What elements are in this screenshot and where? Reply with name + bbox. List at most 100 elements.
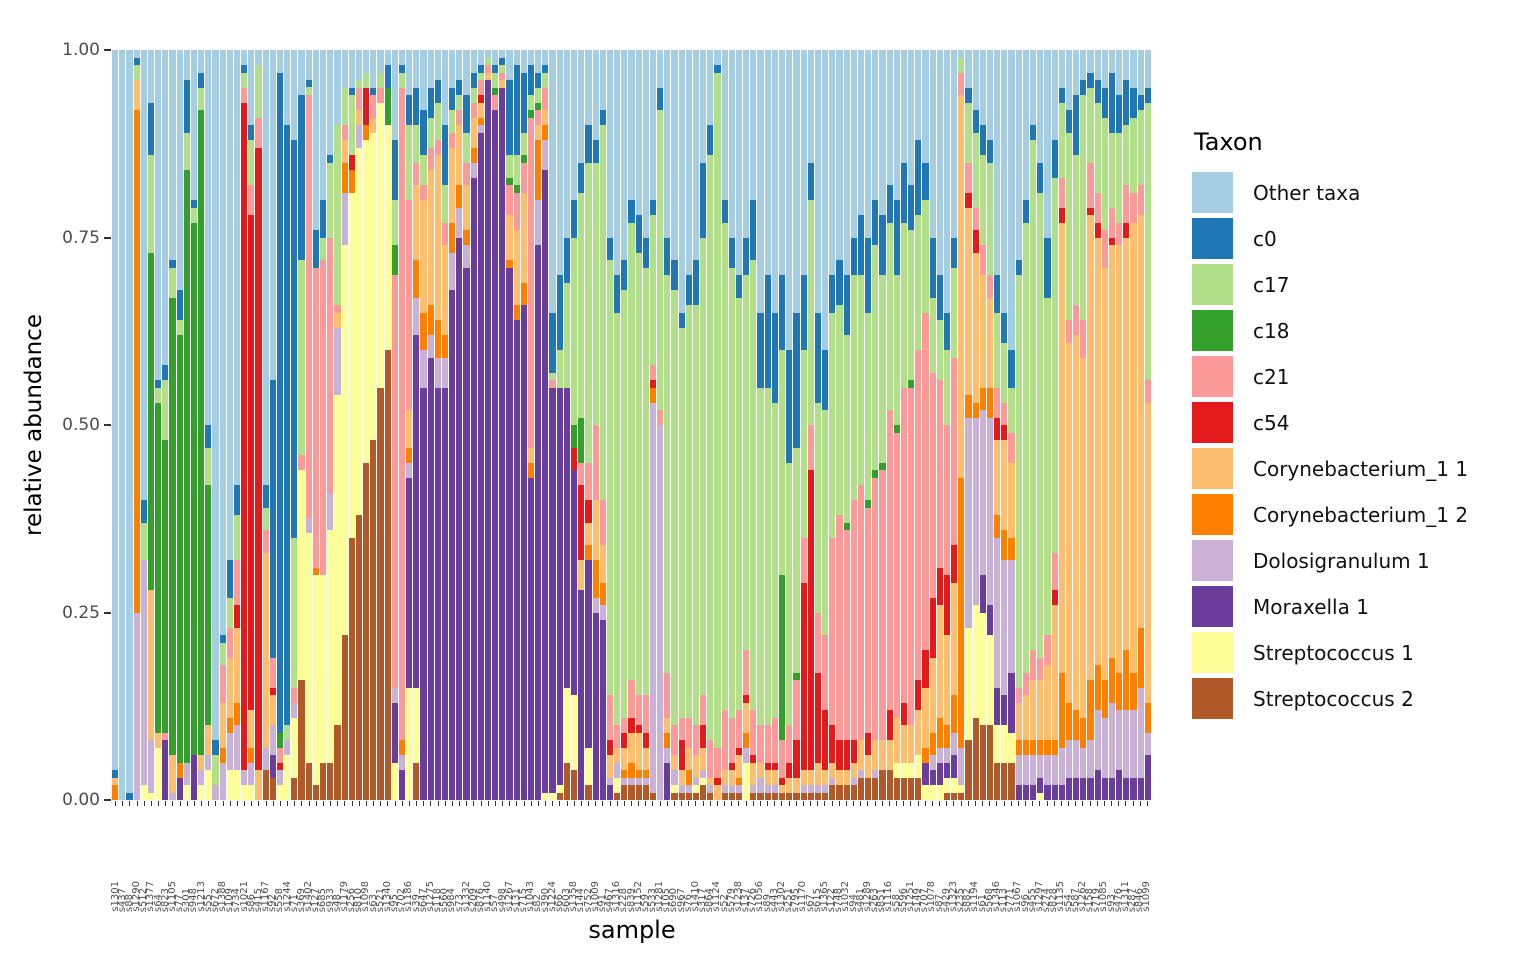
bar-segment xyxy=(986,162,994,275)
bar-segment xyxy=(133,80,140,110)
x-tick-mark xyxy=(702,801,704,806)
bar-segment xyxy=(771,312,778,403)
bar-segment xyxy=(728,770,735,785)
stacked-bar xyxy=(1073,50,1080,800)
stacked-bar xyxy=(1144,50,1151,800)
bar-segment xyxy=(671,290,678,725)
bar-segment xyxy=(169,260,176,268)
bar-segment xyxy=(929,657,936,733)
bar-segment xyxy=(750,260,757,710)
bar-segment xyxy=(1015,687,1022,703)
bar-segment xyxy=(965,50,972,88)
bar-segment xyxy=(1008,762,1015,800)
bar-segment xyxy=(241,770,248,785)
bar-segment xyxy=(262,747,269,770)
bar-segment xyxy=(1080,80,1087,95)
stacked-bar xyxy=(248,50,255,800)
bar-segment xyxy=(556,275,563,350)
bar-segment xyxy=(1015,740,1022,755)
stacked-bar xyxy=(1087,50,1094,800)
stacked-bar xyxy=(169,50,176,800)
x-tick-mark xyxy=(301,801,303,806)
stacked-bar xyxy=(219,50,226,800)
stacked-bar xyxy=(255,50,262,800)
stacked-bar xyxy=(1108,50,1116,800)
bar-segment xyxy=(506,80,513,155)
stacked-bar xyxy=(843,50,850,800)
x-tick-mark xyxy=(430,801,432,806)
bar-segment xyxy=(764,725,771,763)
bar-segment xyxy=(1087,777,1094,800)
bar-segment xyxy=(269,657,276,688)
bar-segment xyxy=(721,200,728,223)
stacked-bar xyxy=(269,50,276,800)
bar-segment xyxy=(958,747,965,785)
legend-swatch xyxy=(1192,264,1233,305)
bar-segment xyxy=(886,410,893,710)
bar-segment xyxy=(413,185,420,260)
bar-segment xyxy=(413,297,420,335)
stacked-bar xyxy=(807,50,814,800)
bar-segment xyxy=(1073,95,1080,155)
bar-segment xyxy=(276,732,284,748)
bar-segment xyxy=(255,770,262,800)
bar-segment xyxy=(463,245,470,268)
stacked-bar xyxy=(1001,50,1008,800)
bar-segment xyxy=(700,695,707,725)
bar-segment xyxy=(520,282,527,305)
x-tick-mark xyxy=(896,801,898,806)
stacked-bar xyxy=(434,50,441,800)
legend-swatch xyxy=(1192,218,1233,259)
bar-segment xyxy=(334,312,341,328)
bar-segment xyxy=(406,462,413,478)
stacked-bar xyxy=(678,50,685,800)
legend-item: c0 xyxy=(1192,218,1522,259)
x-tick-mark xyxy=(158,801,160,806)
bar-segment xyxy=(900,162,908,223)
bar-segment xyxy=(743,762,750,800)
bar-segment xyxy=(692,305,700,725)
bar-segment xyxy=(499,57,506,65)
bar-segment xyxy=(499,87,506,800)
bar-segment xyxy=(484,65,492,73)
bar-segment xyxy=(1008,537,1015,560)
bar-segment xyxy=(212,785,219,800)
bar-segment xyxy=(1044,665,1051,740)
x-tick-mark xyxy=(802,801,804,806)
bar-segment xyxy=(915,50,922,140)
x-tick-mark xyxy=(724,801,726,806)
bar-segment xyxy=(657,87,664,110)
bar-segment xyxy=(183,785,190,800)
bar-segment xyxy=(1008,387,1015,433)
bar-segment xyxy=(1130,192,1137,223)
bar-segment xyxy=(843,785,850,800)
stacked-bar xyxy=(262,50,269,800)
bar-segment xyxy=(850,500,857,740)
bar-segment xyxy=(685,747,692,770)
x-tick-mark xyxy=(143,801,145,806)
bar-segment xyxy=(284,125,291,725)
bar-segment xyxy=(1044,50,1051,238)
bar-segment xyxy=(1144,50,1151,88)
bar-segment xyxy=(714,65,721,73)
stacked-bar xyxy=(692,50,700,800)
x-axis-title: sample xyxy=(588,916,676,944)
bar-segment xyxy=(312,575,319,785)
bar-segment xyxy=(571,447,578,470)
stacked-bar xyxy=(657,50,664,800)
bar-segment xyxy=(1080,747,1087,778)
bar-segment xyxy=(642,732,649,748)
bar-segment xyxy=(1123,222,1130,238)
bar-segment xyxy=(190,207,198,223)
bar-segment xyxy=(979,725,986,800)
bar-segment xyxy=(262,530,269,553)
bar-segment xyxy=(635,785,642,800)
bar-segment xyxy=(585,545,592,560)
x-tick-mark xyxy=(960,801,962,806)
bar-segment xyxy=(893,425,900,433)
bar-segment xyxy=(764,792,771,800)
bar-segment xyxy=(1116,710,1123,770)
bar-segment xyxy=(363,87,370,125)
bar-segment xyxy=(269,380,276,658)
bar-segment xyxy=(879,740,886,770)
